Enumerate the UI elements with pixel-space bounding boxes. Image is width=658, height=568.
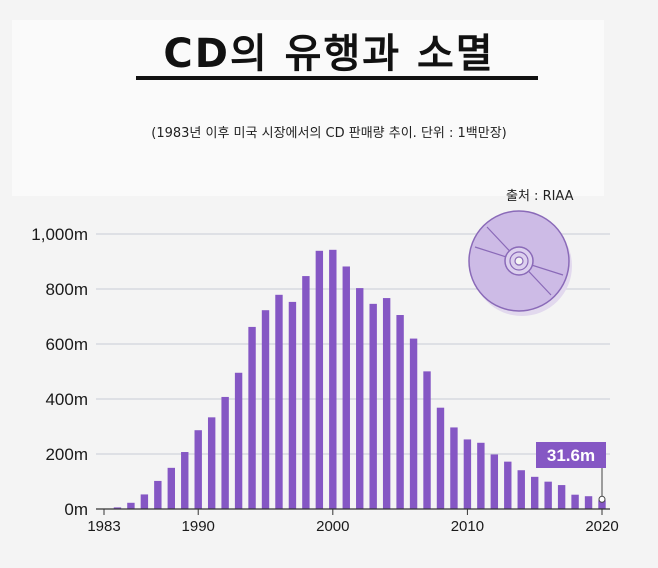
header-card [12,20,604,196]
bars [100,249,606,510]
annotation: 31.6m [536,442,606,503]
bar [261,310,270,509]
x-tick-label: 1983 [87,518,120,535]
y-axis-ticks: 0m 200m 400m 600m 800m 1,000m [31,225,88,519]
bar [315,250,324,510]
bar [423,371,431,509]
bar [531,476,539,509]
bar [234,372,243,509]
x-tick-label: 2010 [451,518,484,535]
bar [181,452,189,509]
title-underline [136,76,538,80]
bar [329,249,337,509]
y-tick-label: 200m [45,445,88,464]
annotation-box [536,442,606,468]
annotation-label: 31.6m [547,446,595,465]
bar [207,417,216,509]
bar [342,266,350,509]
bar [396,315,404,509]
bar [557,485,566,509]
chart-title: CD의 유행과 소멸 [163,31,495,77]
bar [288,301,297,509]
bar [356,288,364,509]
bar [194,430,202,509]
bar [167,467,175,509]
x-tick-label: 1990 [182,518,215,535]
bar [113,507,122,509]
annotation-marker [598,495,606,503]
bar [598,500,606,509]
bar [409,338,418,509]
disc-ring [509,251,529,271]
bar [504,461,512,509]
bar [544,481,552,509]
bar [154,480,162,509]
disc-hole [514,256,524,266]
bar [382,298,391,509]
bar [450,427,458,509]
y-tick-label: 1,000m [31,225,88,244]
chart-subtitle: (1983년 이후 미국 시장에서의 CD 판매량 추이. 단위 : 1백만장) [151,126,507,141]
bar [275,294,283,509]
bar [571,494,579,509]
y-tick-label: 400m [45,390,88,409]
y-tick-label: 0m [64,500,88,519]
y-tick-label: 600m [45,335,88,354]
bar [248,326,256,509]
bar [221,396,229,509]
source-note: 출처 : RIAA [506,189,574,204]
bar [436,407,445,509]
bar [584,496,593,509]
y-tick-label: 800m [45,280,88,299]
bar [369,303,377,509]
x-tick-label: 2000 [316,518,349,535]
bar [463,439,472,509]
bar [490,454,499,509]
x-tick-label: 2020 [585,518,618,535]
bar [302,276,310,509]
bar [477,442,485,509]
x-axis: 1983 1990 2000 2010 2020 [87,508,619,535]
bar [127,502,135,509]
bar [517,470,525,509]
bar [140,494,149,509]
cd-disc-icon [468,210,572,316]
